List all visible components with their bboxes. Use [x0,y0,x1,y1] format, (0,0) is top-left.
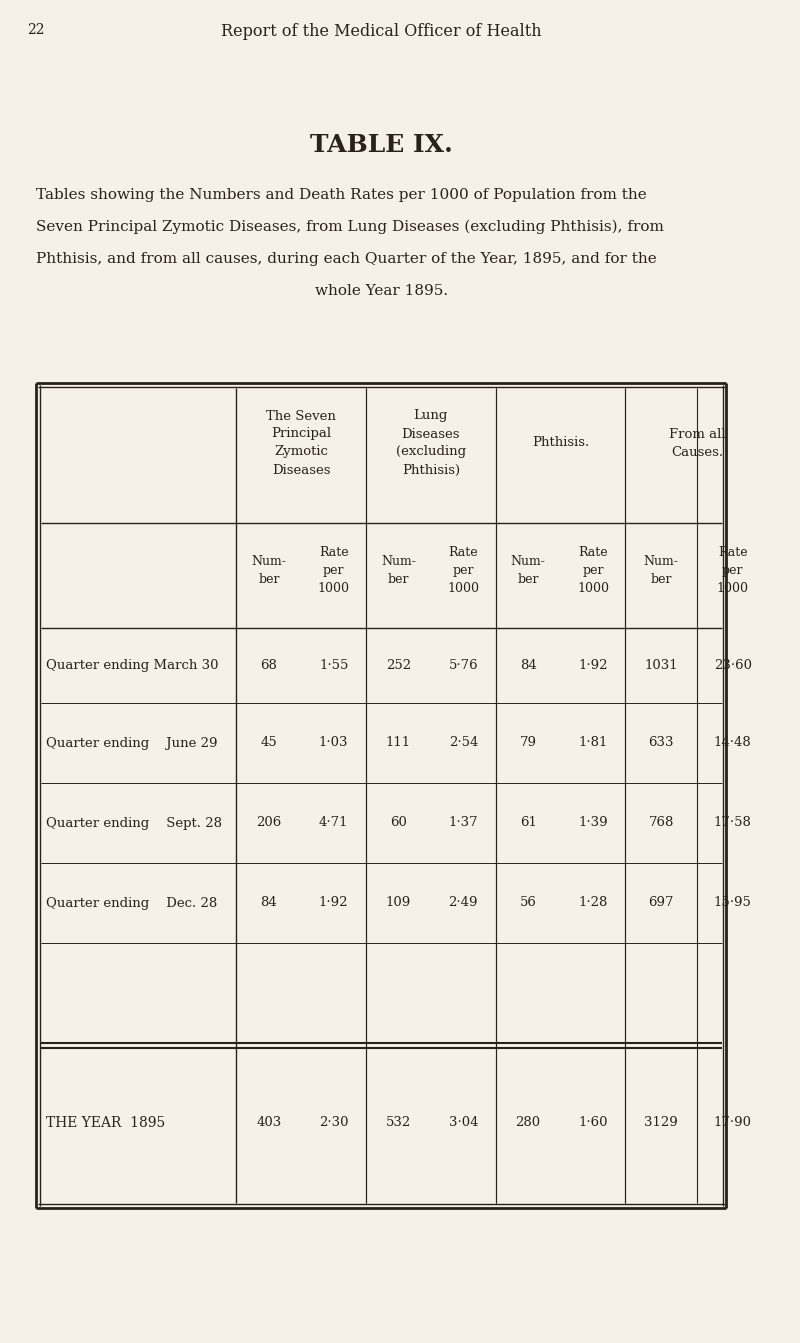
Text: Rate
per
1000: Rate per 1000 [577,547,609,595]
Text: 111: 111 [386,736,411,749]
Text: THE YEAR  1895: THE YEAR 1895 [46,1116,165,1129]
Text: From all
Causes.: From all Causes. [669,427,726,458]
Text: 1·60: 1·60 [578,1116,608,1129]
Text: 2·30: 2·30 [319,1116,349,1129]
Text: 4·71: 4·71 [319,817,349,830]
Text: 68: 68 [261,659,278,672]
Text: 60: 60 [390,817,407,830]
Text: 1031: 1031 [644,659,678,672]
Text: 1·03: 1·03 [319,736,349,749]
Text: Quarter ending    Sept. 28: Quarter ending Sept. 28 [46,817,222,830]
Text: 84: 84 [520,659,537,672]
Text: 79: 79 [520,736,537,749]
Text: 3·04: 3·04 [449,1116,478,1129]
Text: 252: 252 [386,659,411,672]
Text: 2·54: 2·54 [449,736,478,749]
Text: 3129: 3129 [644,1116,678,1129]
Text: 5·76: 5·76 [449,659,478,672]
Text: Num-
ber: Num- ber [510,555,546,586]
Text: 532: 532 [386,1116,411,1129]
Text: Phthisis.: Phthisis. [532,436,589,450]
Text: Quarter ending March 30: Quarter ending March 30 [46,659,218,672]
Text: TABLE IX.: TABLE IX. [310,133,453,157]
Text: 1·39: 1·39 [578,817,608,830]
Text: 1·37: 1·37 [449,817,478,830]
Text: Report of the Medical Officer of Health: Report of the Medical Officer of Health [221,23,542,40]
Text: 84: 84 [261,897,278,909]
Text: The Seven
Principal
Zymotic
Diseases: The Seven Principal Zymotic Diseases [266,410,336,477]
Text: 109: 109 [386,897,411,909]
Text: 697: 697 [648,897,674,909]
Text: 768: 768 [649,817,674,830]
Text: Seven Principal Zymotic Diseases, from Lung Diseases (excluding Phthisis), from: Seven Principal Zymotic Diseases, from L… [36,220,664,235]
Text: Num-
ber: Num- ber [381,555,416,586]
Text: 45: 45 [261,736,278,749]
Text: 1·92: 1·92 [578,659,608,672]
Text: Rate
per
1000: Rate per 1000 [717,547,749,595]
Text: whole Year 1895.: whole Year 1895. [314,283,448,298]
Text: 403: 403 [256,1116,282,1129]
Text: 17·90: 17·90 [714,1116,752,1129]
Text: 22: 22 [26,23,44,38]
Text: 1·28: 1·28 [578,897,608,909]
Text: 633: 633 [648,736,674,749]
Text: Quarter ending    Dec. 28: Quarter ending Dec. 28 [46,897,217,909]
Text: Rate
per
1000: Rate per 1000 [447,547,479,595]
Text: 15·95: 15·95 [714,897,751,909]
Text: Tables showing the Numbers and Death Rates per 1000 of Population from the: Tables showing the Numbers and Death Rat… [36,188,647,201]
Text: Quarter ending    June 29: Quarter ending June 29 [46,736,218,749]
Text: 2·49: 2·49 [449,897,478,909]
Text: 23·60: 23·60 [714,659,752,672]
Text: 206: 206 [256,817,282,830]
Text: 1·92: 1·92 [319,897,349,909]
Text: Num-
ber: Num- ber [251,555,286,586]
Text: 1·81: 1·81 [578,736,608,749]
Text: 280: 280 [515,1116,541,1129]
Text: Num-
ber: Num- ber [644,555,678,586]
Text: 61: 61 [520,817,537,830]
Text: 1·55: 1·55 [319,659,348,672]
Text: 56: 56 [520,897,537,909]
Text: Lung
Diseases
(excluding
Phthisis): Lung Diseases (excluding Phthisis) [396,410,466,477]
Text: Rate
per
1000: Rate per 1000 [318,547,350,595]
Text: 17·58: 17·58 [714,817,751,830]
Text: 14·48: 14·48 [714,736,751,749]
Text: Phthisis, and from all causes, during each Quarter of the Year, 1895, and for th: Phthisis, and from all causes, during ea… [36,252,657,266]
